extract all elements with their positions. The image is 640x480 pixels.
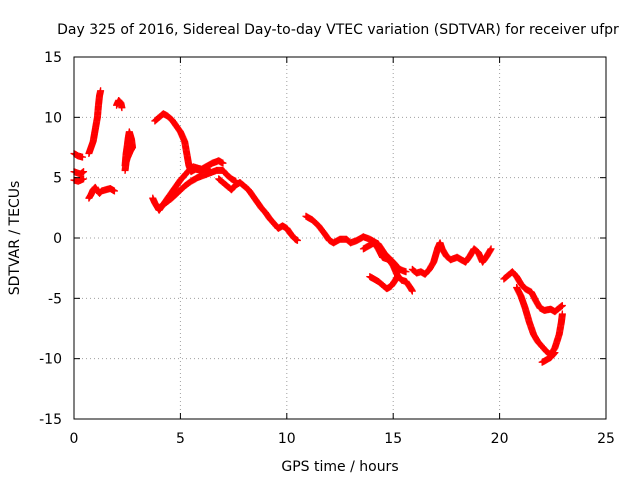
data-point [293, 236, 301, 244]
data-point [558, 310, 566, 318]
data-points [70, 87, 566, 366]
data-point [487, 245, 495, 253]
x-tick-label: 10 [278, 431, 296, 447]
data-point [402, 268, 410, 276]
data-point [550, 349, 558, 357]
x-tick-label: 20 [491, 431, 509, 447]
y-tick-label: -15 [39, 412, 62, 428]
x-tick-label: 0 [70, 431, 79, 447]
x-tick-label: 25 [597, 431, 615, 447]
data-point [110, 187, 118, 195]
chart-title: Day 325 of 2016, Sidereal Day-to-day VTE… [57, 22, 619, 38]
data-point [551, 349, 559, 357]
y-tick-label: 5 [53, 171, 62, 187]
y-tick-label: -10 [39, 352, 62, 368]
y-tick-label: 15 [44, 50, 62, 66]
y-tick-label: 10 [44, 110, 62, 126]
data-point [550, 350, 558, 358]
data-point [80, 175, 88, 183]
axis-ticks [73, 56, 607, 420]
data-point [219, 159, 227, 167]
x-tick-label: 5 [176, 431, 185, 447]
y-tick-labels: -15 -10 -5 0 5 10 15 [39, 50, 62, 428]
x-tick-labels: 0 5 10 15 20 25 [70, 431, 615, 447]
y-axis-title: SDTVAR / TECUs [7, 181, 23, 296]
y-tick-label: 0 [53, 231, 62, 247]
data-point [97, 87, 105, 95]
data-point [558, 302, 566, 310]
data-point [79, 153, 87, 161]
x-axis-title: GPS time / hours [281, 459, 398, 475]
x-tick-label: 15 [384, 431, 402, 447]
data-point [118, 104, 126, 112]
data-point [121, 166, 129, 174]
y-tick-label: -5 [48, 291, 62, 307]
data-point [393, 273, 401, 281]
data-point [80, 168, 88, 176]
data-point [408, 287, 416, 295]
